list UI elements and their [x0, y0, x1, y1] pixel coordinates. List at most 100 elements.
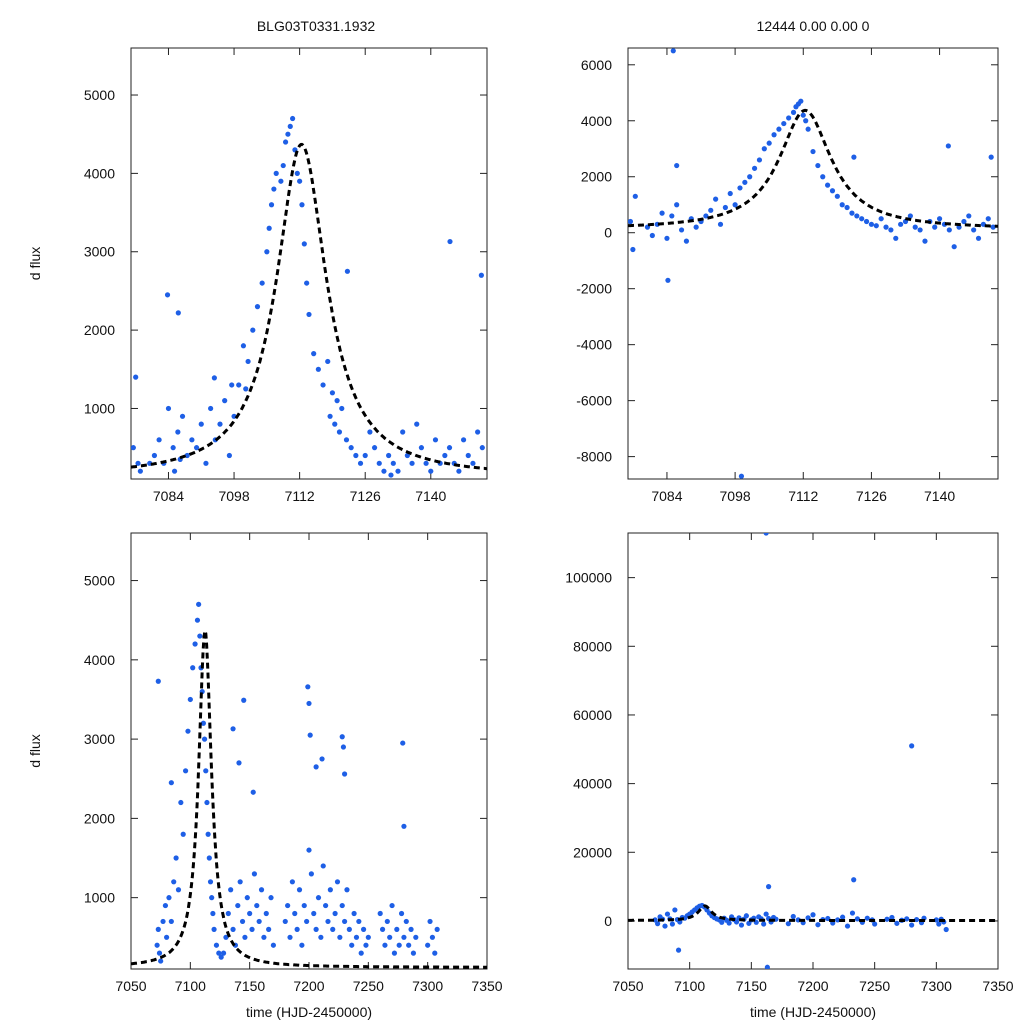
x-tick-label: 7126 [856, 488, 887, 504]
data-point [187, 696, 193, 703]
data-point [674, 162, 680, 169]
data-point [914, 916, 920, 923]
data-point [664, 911, 671, 917]
data-point [243, 386, 249, 392]
x-tick-label: 7126 [350, 488, 381, 504]
data-point [327, 887, 333, 893]
y-tick-label: 1000 [84, 890, 115, 906]
y-tick-label: 2000 [84, 322, 115, 338]
data-point [951, 244, 957, 250]
data-point [175, 310, 181, 316]
data-point [339, 734, 345, 740]
data-point [290, 115, 296, 122]
data-point [379, 926, 386, 932]
data-point [395, 468, 401, 474]
data-point [254, 304, 261, 310]
data-point [239, 918, 246, 925]
data-point [353, 452, 359, 459]
data-point [465, 452, 471, 459]
data-point [348, 445, 354, 451]
data-point [776, 126, 782, 132]
data-point [747, 174, 753, 180]
plot-frame [627, 532, 999, 970]
y-tick-label: 1000 [84, 400, 115, 416]
data-point [304, 918, 310, 925]
data-point [228, 887, 234, 893]
data-point [904, 916, 910, 922]
data-point [171, 879, 177, 885]
data-point [249, 926, 255, 932]
data-point [315, 895, 322, 901]
data-point [873, 223, 879, 229]
data-point [211, 926, 217, 932]
data-point [306, 311, 312, 318]
y-tick-label: 40000 [573, 776, 612, 792]
data-point [400, 429, 406, 435]
data-point [683, 238, 690, 244]
data-point [197, 633, 203, 639]
x-tick-label: 7200 [293, 978, 324, 994]
data-point [763, 533, 769, 536]
y-tick-label: 3000 [84, 731, 115, 747]
data-point [203, 460, 209, 466]
x-tick-label: 7200 [797, 978, 828, 994]
model-fit-curve [628, 108, 998, 228]
data-point [766, 884, 772, 890]
data-point [664, 235, 670, 241]
data-point [863, 218, 870, 225]
x-tick-label: 7112 [788, 488, 818, 504]
data-point [264, 249, 270, 255]
data-point [320, 382, 326, 388]
data-point [988, 154, 994, 160]
x-tick-label: 7250 [859, 978, 890, 994]
x-tick-label: 7084 [651, 488, 682, 504]
data-point [751, 165, 758, 171]
data-point [737, 185, 743, 191]
panel-zoom-left: 7084 7098 7112 7126 7140 1000 2000 3000 4000 5000… [27, 47, 488, 504]
data-point [205, 831, 211, 837]
data-point [323, 902, 329, 909]
data-point [155, 926, 161, 932]
data-point [270, 942, 276, 948]
data-point [190, 665, 196, 671]
data-point [225, 910, 231, 917]
data-point [376, 460, 382, 466]
data-point [155, 678, 161, 684]
data-point [226, 452, 232, 459]
data-point [282, 139, 289, 145]
data-point [630, 246, 636, 253]
data-point [285, 131, 291, 137]
data-point [294, 926, 300, 932]
data-point [343, 437, 350, 443]
data-point [268, 202, 275, 208]
x-tick-label: 7140 [415, 488, 446, 504]
data-point [404, 452, 410, 459]
data-point [820, 174, 826, 180]
data-point [479, 445, 485, 451]
data-point [790, 913, 796, 920]
data-point [800, 112, 806, 118]
data-point [261, 934, 267, 940]
data-point [733, 919, 740, 925]
data-point [297, 178, 303, 184]
data-point [235, 902, 241, 909]
data-point [216, 950, 222, 956]
data-point [815, 162, 821, 169]
data-point [854, 916, 861, 922]
data-point [223, 934, 229, 940]
data-point [339, 902, 345, 909]
data-point [659, 210, 665, 216]
data-point [329, 390, 336, 396]
data-point [909, 922, 915, 928]
plot-frame [627, 47, 999, 480]
data-point [868, 221, 875, 227]
data-point [356, 918, 362, 925]
data-point [218, 954, 224, 960]
data-point [320, 863, 326, 869]
data-point [349, 942, 355, 948]
data-point [872, 921, 878, 927]
y-tick-label: 2000 [581, 169, 612, 185]
data-point [133, 374, 139, 380]
data-point [649, 232, 655, 239]
data-point [344, 887, 350, 893]
